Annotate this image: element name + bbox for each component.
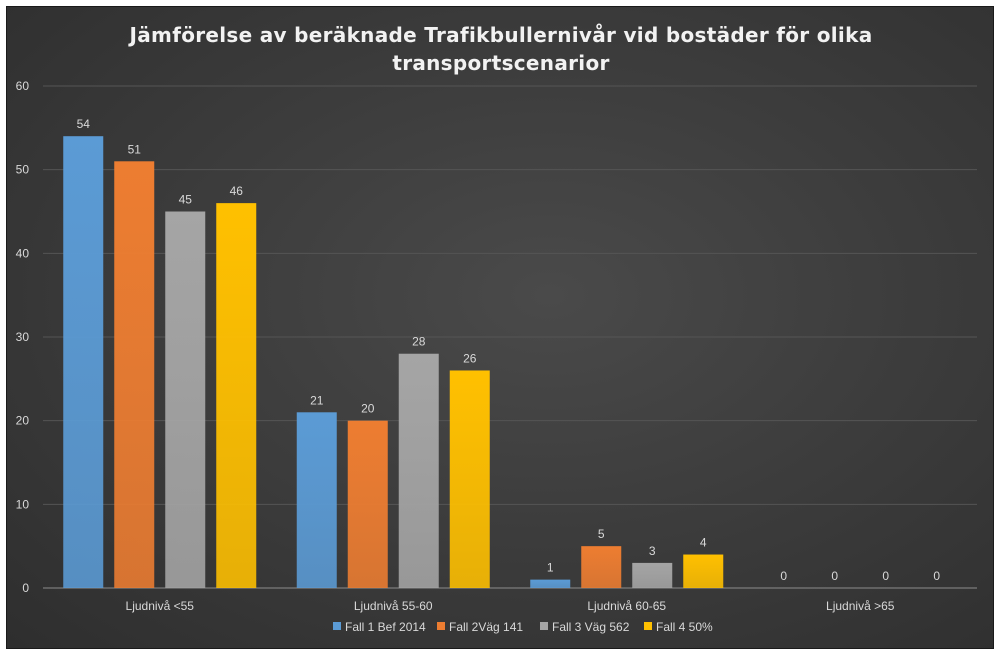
legend-swatch xyxy=(540,622,548,630)
chart-title-line-2: transportscenarior xyxy=(392,51,610,75)
data-label: 20 xyxy=(361,402,375,416)
bar xyxy=(581,546,622,588)
data-label: 21 xyxy=(310,393,324,407)
bar xyxy=(165,211,206,588)
bar xyxy=(347,420,388,588)
y-tick-label: 60 xyxy=(16,79,30,93)
data-label: 0 xyxy=(831,569,838,583)
chart-title-line-1: Jämförelse av beräknade Trafikbullernivå… xyxy=(129,23,873,47)
legend-label: Fall 1 Bef 2014 xyxy=(345,620,426,634)
data-label: 4 xyxy=(700,536,707,550)
bar xyxy=(632,562,673,588)
legend-label: Fall 3 Väg 562 xyxy=(552,620,630,634)
bar xyxy=(683,554,724,588)
bar xyxy=(63,136,104,588)
legend-label: Fall 2Väg 141 xyxy=(449,620,523,634)
data-label: 28 xyxy=(412,335,426,349)
chart-frame: Jämförelse av beräknade Trafikbullernivå… xyxy=(6,6,994,649)
legend-swatch xyxy=(333,622,341,630)
bar xyxy=(530,579,571,588)
y-tick-label: 0 xyxy=(22,581,29,595)
data-label: 45 xyxy=(179,193,193,207)
y-tick-label: 50 xyxy=(16,163,30,177)
y-tick-label: 30 xyxy=(16,330,30,344)
y-tick-label: 10 xyxy=(16,497,30,511)
bar xyxy=(398,353,439,588)
bar xyxy=(449,370,490,588)
x-tick-label: Ljudnivå >65 xyxy=(826,599,895,613)
data-label: 3 xyxy=(649,544,656,558)
data-label: 46 xyxy=(230,184,244,198)
y-tick-label: 20 xyxy=(16,414,30,428)
data-label: 0 xyxy=(933,569,940,583)
data-label: 0 xyxy=(780,569,787,583)
data-label: 26 xyxy=(463,351,477,365)
data-label: 54 xyxy=(77,117,91,131)
data-label: 51 xyxy=(128,142,142,156)
chart-title: Jämförelse av beräknade Trafikbullernivå… xyxy=(7,21,995,77)
data-label: 0 xyxy=(882,569,889,583)
legend-swatch xyxy=(437,622,445,630)
bar xyxy=(114,161,155,589)
x-tick-label: Ljudnivå <55 xyxy=(126,599,195,613)
x-tick-label: Ljudnivå 55-60 xyxy=(354,599,433,613)
x-tick-label: Ljudnivå 60-65 xyxy=(587,599,666,613)
legend-label: Fall 4 50% xyxy=(656,620,713,634)
bar xyxy=(296,412,337,588)
legend-swatch xyxy=(644,622,652,630)
data-label: 5 xyxy=(598,527,605,541)
y-tick-label: 40 xyxy=(16,246,30,260)
data-label: 1 xyxy=(547,561,554,575)
bar xyxy=(216,203,257,588)
